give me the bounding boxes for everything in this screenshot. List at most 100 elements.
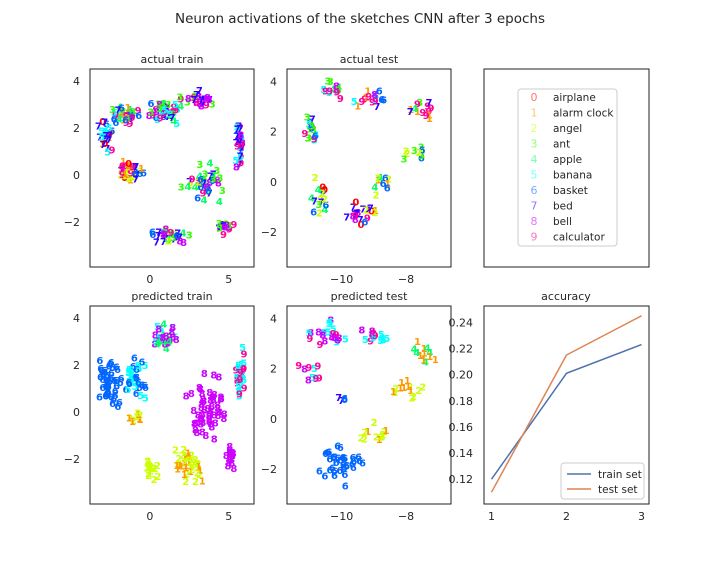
scatter-digit: 8: [152, 331, 159, 342]
scatter-digit: 9: [333, 87, 340, 98]
scatter-digit: 7: [235, 137, 242, 148]
y-tick-label: 4: [270, 313, 277, 326]
scatter-digit: 9: [372, 331, 379, 342]
scatter-digit: 6: [123, 385, 130, 396]
legend-label: angel: [553, 123, 582, 135]
scatter-digit: 5: [157, 324, 164, 335]
scatter-digit: 6: [380, 179, 387, 190]
scatter-digit: 2: [172, 446, 179, 457]
scatter-digit: 5: [133, 376, 140, 387]
scatter-digit: 4: [168, 228, 175, 239]
axes-ticks: 1 2 3 0.12 0.14 0.16 0.18 0.20 0.22 0.24: [449, 316, 646, 523]
scatter-digit: 9: [236, 375, 243, 386]
scatter-digit: 8: [195, 410, 202, 421]
scatter-digit: 8: [236, 132, 243, 143]
scatter-digit: 7: [233, 131, 240, 142]
scatter-digit: 9: [314, 362, 321, 373]
scatter-digit: 8: [192, 418, 199, 429]
scatter-digit: 5: [235, 382, 242, 393]
scatter-digit: 4: [422, 358, 429, 369]
scatter-digit: 6: [96, 392, 103, 403]
scatter-digit: 9: [425, 107, 432, 118]
scatter-digit: 7: [95, 122, 102, 133]
scatter-digit: 2: [392, 384, 399, 395]
scatter-digit: 7: [407, 107, 414, 118]
scatter-digit: 8: [195, 92, 202, 103]
scatter-digit: 2: [187, 458, 194, 469]
scatter-digit: 9: [311, 135, 318, 146]
scatter-digit: 6: [128, 113, 135, 124]
scatter-digit: 6: [103, 119, 110, 130]
scatter-digit: 4: [196, 172, 203, 183]
scatter-digit: 5: [235, 364, 242, 375]
scatter-digit: 5: [237, 378, 244, 389]
scatter-digit: 8: [221, 223, 228, 234]
scatter-digit: 1: [182, 463, 189, 474]
scatter-digit: 8: [169, 332, 176, 343]
scatter-digit: 6: [341, 395, 348, 406]
scatter-digit: 4: [170, 116, 177, 127]
scatter-digit: 5: [238, 133, 245, 144]
scatter-digit: 9: [330, 329, 337, 340]
scatter-digit: 7: [350, 203, 357, 214]
scatter-digit: 6: [106, 377, 113, 388]
scatter-digit: 3: [161, 228, 168, 239]
legend-symbol: 4: [531, 153, 538, 166]
scatter-digit: 9: [157, 113, 164, 124]
scatter-digit: 8: [206, 388, 213, 399]
scatter-digit: 9: [419, 108, 426, 119]
scatter-digit: 7: [153, 238, 160, 249]
scatter-digit: 2: [194, 460, 201, 471]
scatter-digit: 5: [131, 373, 138, 384]
scatter-digit: 6: [341, 470, 348, 481]
scatter-digit: 5: [142, 393, 149, 404]
scatter-digit: 0: [358, 220, 365, 231]
scatter-digit: 7: [318, 197, 325, 208]
scatter-digit: 1: [417, 351, 424, 362]
scatter-digit: 8: [166, 336, 173, 347]
scatter-digit: 6: [133, 373, 140, 384]
scatter-digit: 8: [200, 397, 207, 408]
scatter-digit: 8: [226, 442, 233, 453]
scatter-digit: 4: [184, 182, 191, 193]
scatter-digit: 5: [102, 133, 109, 144]
scatter-digit: 6: [326, 454, 333, 465]
axes-frame: [483, 305, 650, 505]
scatter-digit: 6: [108, 392, 115, 403]
scatter-digit: 6: [102, 392, 109, 403]
scatter-digit: 7: [234, 125, 241, 136]
scatter-digit: 3: [176, 92, 183, 103]
scatter-digit: 7: [309, 114, 316, 125]
y-tick-label: 2: [270, 126, 277, 139]
scatter-digit: 6: [325, 448, 332, 459]
scatter-digit: 7: [200, 179, 207, 190]
scatter-digit: 4: [116, 114, 123, 125]
scatter-digit: 4: [124, 114, 131, 125]
scatter-digit: 0: [106, 129, 113, 140]
scatter-digit: 2: [371, 418, 378, 429]
scatter-digit: 6: [136, 383, 143, 394]
scatter-digit: 1: [376, 435, 383, 446]
scatter-digit: 9: [352, 211, 359, 222]
scatter-digit: 8: [199, 410, 206, 421]
scatter-digit: 3: [324, 77, 331, 88]
x-tick-label: 5: [225, 510, 232, 523]
scatter-digit: 1: [407, 105, 414, 116]
y-tick-label: −2: [261, 463, 277, 476]
scatter-digit: 3: [416, 98, 423, 109]
scatter-digit: 9: [237, 375, 244, 386]
scatter-digit: 7: [374, 102, 381, 113]
scatter-digit: 2: [184, 454, 191, 465]
scatter-digit: 4: [126, 105, 133, 116]
x-tick-label: 1: [488, 510, 495, 523]
scatter-digit: 1: [196, 466, 203, 477]
axes-ticks: −10 −8 −2 0 2 4: [261, 313, 414, 523]
scatter-digit: 6: [372, 91, 379, 102]
scatter-digit: 2: [130, 416, 137, 427]
scatter-digit: 5: [129, 374, 136, 385]
scatter-digit: 8: [228, 451, 235, 462]
scatter-digit: 4: [206, 158, 213, 169]
scatter-digit: 8: [202, 431, 209, 442]
scatter-digit: 2: [392, 388, 399, 399]
scatter-digit: 2: [181, 458, 188, 469]
